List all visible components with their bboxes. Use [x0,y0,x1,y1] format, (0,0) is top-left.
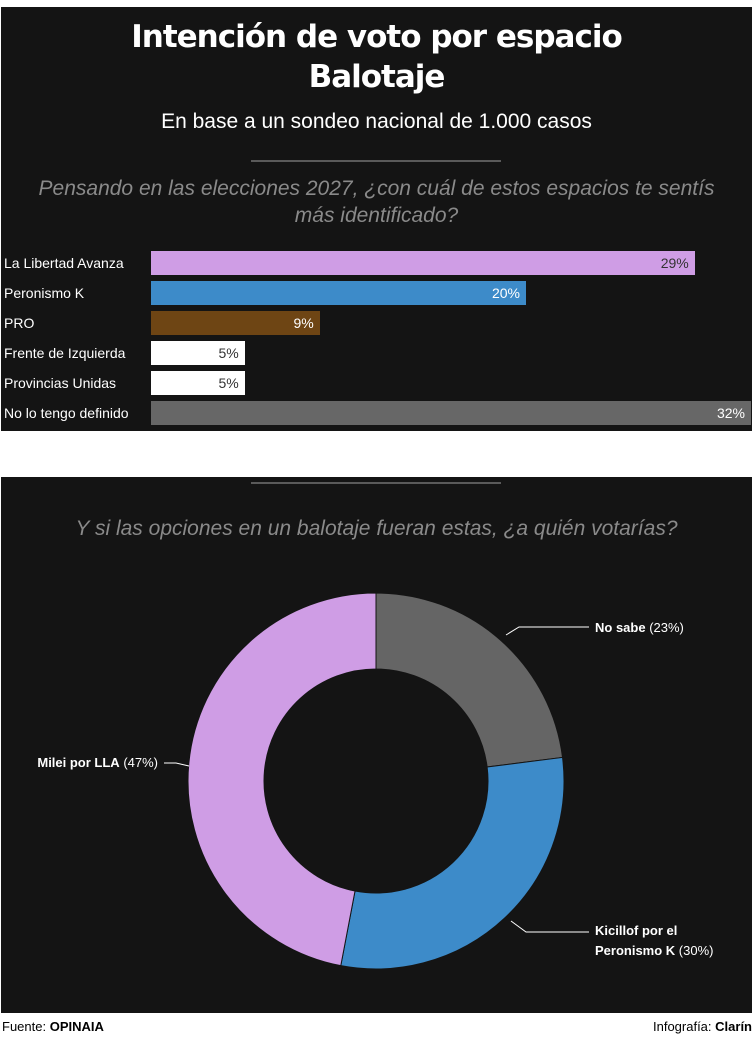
donut-slice [375,592,564,768]
bar-category-label: La Libertad Avanza [4,255,124,271]
slice-label: No sabe (23%) [595,620,684,635]
bar [151,311,320,335]
credit-label: Infografía: [652,1019,712,1034]
bar-value-label: 20% [491,285,520,301]
infographic-credit: Infografía: Clarín [653,1018,752,1036]
bar [151,341,245,365]
bar-question: Pensando en las elecciones 2027, ¿con cu… [38,177,715,200]
slice-label: Kicillof por el Peronismo K (30%) [595,923,713,958]
donut-question: Y si las opciones en un balotaje fueran … [75,517,678,540]
bar-value-label: 5% [218,375,239,391]
source-value: OPINAIA [49,1019,104,1034]
slice-leader-line [510,920,589,933]
bar-category-label: Peronismo K [4,285,85,301]
bar-value-label: 9% [293,315,314,331]
bar-category-label: Provincias Unidas [4,375,117,391]
donut-slice [340,756,565,970]
bar-category-label: PRO [4,315,35,331]
bar-category-label: No lo tengo definido [4,405,129,421]
bar-question-line2: más identificado? [294,204,459,227]
source-credit: Fuente: OPINAIA [2,1018,104,1036]
bar-value-label: 29% [660,255,689,271]
credit-value: Clarín [715,1019,752,1034]
slice-leader-line [164,762,190,767]
bar-value-label: 32% [716,405,745,421]
divider [251,160,501,162]
bar [151,281,526,305]
chart-title-line2: Balotaje [308,59,446,95]
bar-value-label: 5% [218,345,239,361]
slice-leader-line [505,626,589,636]
slice-label: Milei por LLA (47%) [37,755,158,770]
bar-chart-panel: Intención de voto por espacio Balotaje E… [1,7,752,431]
chart-subtitle: En base a un sondeo nacional de 1.000 ca… [161,110,592,133]
source-label: Fuente: [2,1019,47,1034]
bar [151,251,695,275]
donut-chart-panel: Y si las opciones en un balotaje fueran … [1,477,752,1013]
donut-chart: No sabe (23%) Kicillof por el Peronismo K … [37,592,713,970]
bar [151,401,751,425]
bar-category-label: Frente de Izquierda [4,345,126,361]
bar [151,371,245,395]
donut-slice [187,592,377,967]
chart-title: Intención de voto por espacio [131,19,623,55]
divider [251,482,501,484]
